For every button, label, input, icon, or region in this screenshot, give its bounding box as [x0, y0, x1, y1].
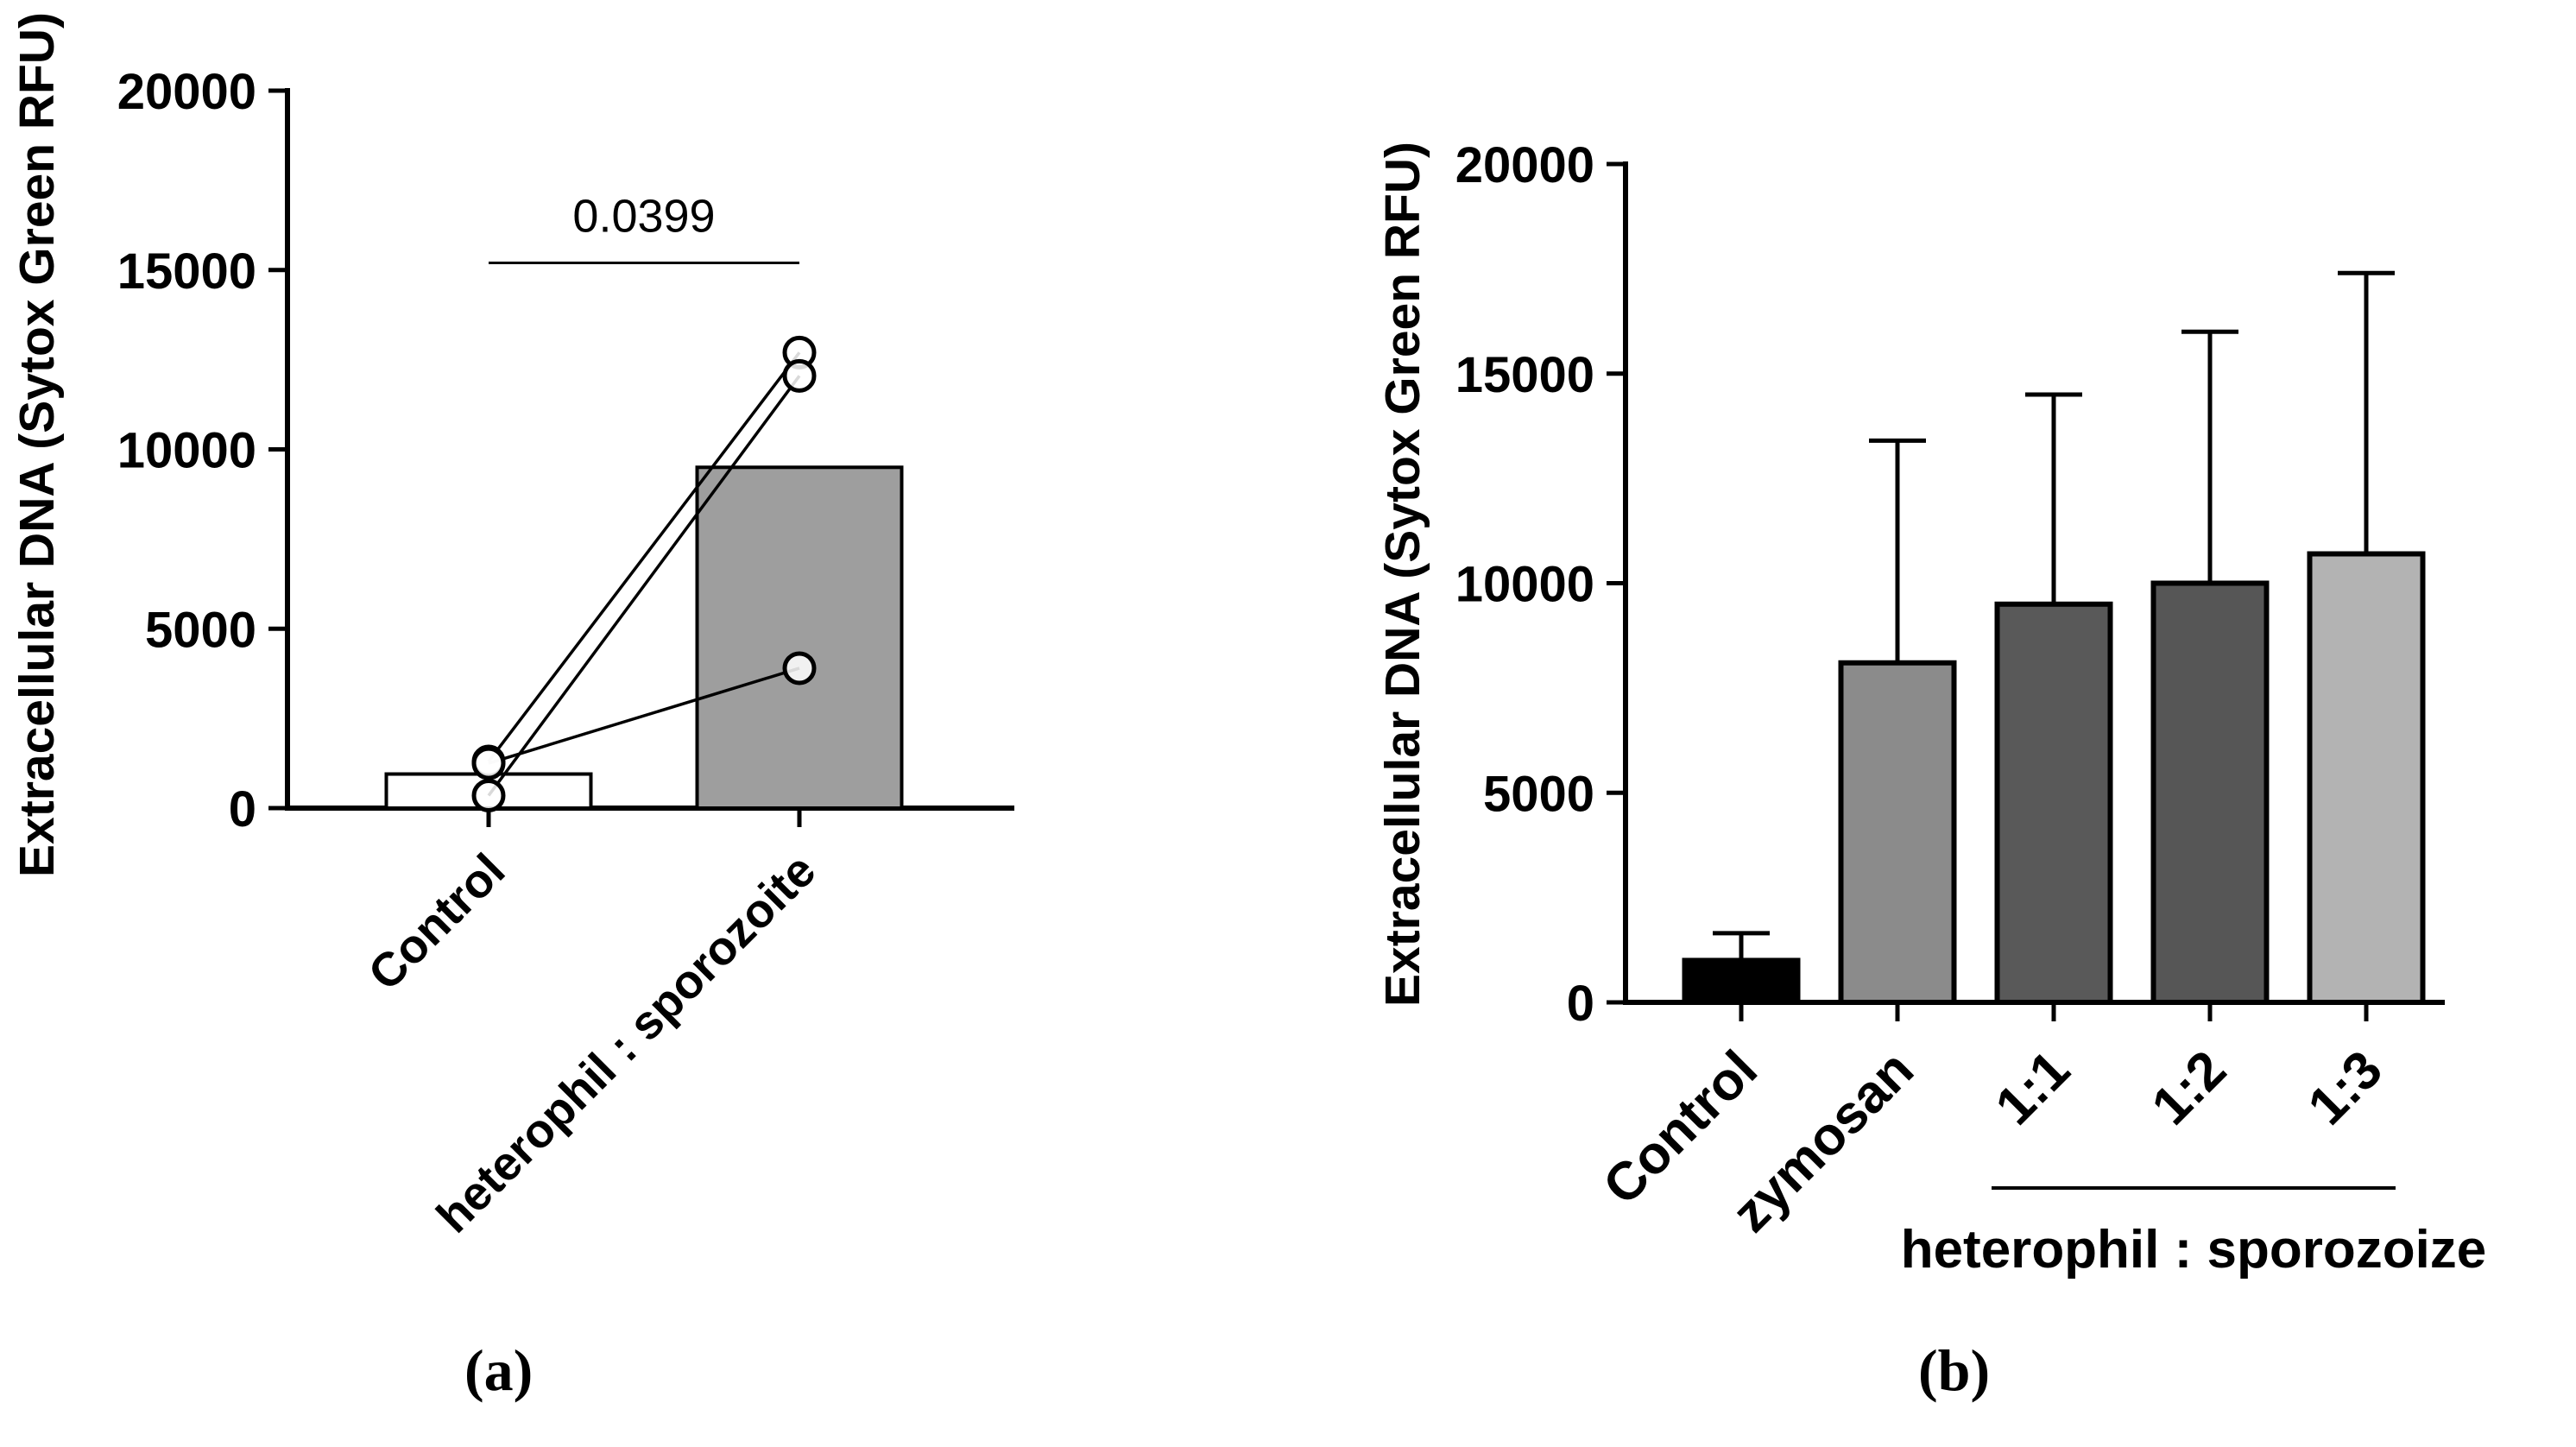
bar-heterophil-sporozoite: [695, 465, 904, 811]
chart-b-bar-chart: 0 5000 10000 15000 20000 Extracellular DNA (S…: [1375, 137, 2487, 1280]
y-axis-title: Extracellular DNA (Sytox Green RFU): [1375, 142, 1430, 1007]
paired-connector-line: [488, 667, 800, 765]
y-tick-label: 5000: [1483, 766, 1594, 822]
data-point-circle: [782, 358, 817, 393]
bar-1-1: [1994, 601, 2113, 1006]
bar-zymosan: [1838, 660, 1957, 1005]
y-tick-label: 0: [229, 781, 256, 837]
y-tick-label: 15000: [1455, 347, 1594, 403]
y-tick-label: 10000: [117, 423, 256, 479]
x-category-label: 1:2: [2141, 1039, 2238, 1136]
panel-b-label: (b): [1918, 1337, 1991, 1403]
group-annotation-label: heterophil : sporozoize: [1901, 1220, 2487, 1280]
p-value-label: 0.0399: [572, 190, 715, 242]
y-tick-label: 15000: [117, 243, 256, 300]
y-tick-label: 20000: [1455, 137, 1594, 193]
x-category-label: 1:1: [1985, 1039, 2081, 1136]
bar-control: [1682, 957, 1801, 1005]
paired-connector-line: [487, 351, 801, 763]
panel-b: 0 5000 10000 15000 20000 Extracellular DNA (S…: [1347, 0, 2576, 1447]
y-tick-label: 0: [1567, 976, 1594, 1032]
data-point-circle: [471, 746, 506, 780]
y-tick-label: 10000: [1455, 557, 1594, 613]
paired-connector-line: [487, 375, 801, 797]
chart-a-bar-chart: 0 5000 10000 15000 20000 Extracellular DNA (S…: [9, 12, 1014, 1243]
panel-a: 0 5000 10000 15000 20000 Extracellular DNA (S…: [9, 12, 1014, 1403]
y-tick-label: 20000: [117, 64, 256, 120]
x-category-label: Control: [357, 844, 515, 1001]
y-tick-label: 5000: [145, 602, 256, 658]
panel-a-label: (a): [464, 1337, 534, 1403]
data-point-circle: [782, 651, 817, 686]
y-axis-title: Extracellular DNA (Sytox Green RFU): [9, 12, 65, 877]
bar-1-2: [2150, 580, 2270, 1005]
data-point-circle: [471, 778, 506, 812]
bar-1-3: [2307, 551, 2426, 1005]
x-category-label: 1:3: [2297, 1039, 2394, 1136]
